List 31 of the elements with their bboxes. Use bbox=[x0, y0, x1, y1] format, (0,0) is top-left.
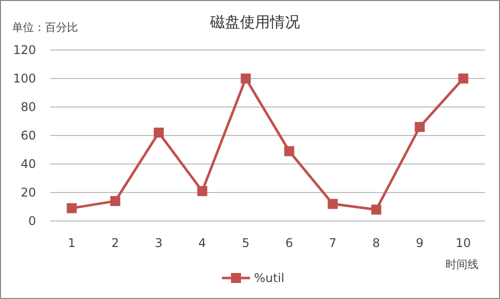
point bbox=[110, 196, 120, 206]
y-tick-label: 120 bbox=[13, 43, 36, 58]
x-tick-label: 2 bbox=[111, 236, 120, 250]
point bbox=[458, 74, 468, 84]
point bbox=[284, 146, 294, 156]
x-tick-label: 1 bbox=[68, 236, 76, 250]
y-tick-label: 20 bbox=[20, 186, 36, 200]
x-tick-label: 7 bbox=[328, 236, 337, 250]
y-tick-label: 40 bbox=[20, 157, 36, 172]
point bbox=[66, 203, 77, 214]
legend-label: %util bbox=[254, 271, 284, 286]
x-tick-label: 8 bbox=[372, 236, 380, 250]
x-axis-title: 时间线 bbox=[446, 258, 478, 271]
x-tick-label: 10 bbox=[456, 236, 471, 250]
point bbox=[154, 128, 164, 138]
y-tick-label: 0 bbox=[28, 214, 36, 228]
y-tick-label: 80 bbox=[20, 100, 36, 114]
y-tick-label: 60 bbox=[20, 128, 36, 143]
point bbox=[414, 122, 425, 132]
x-tick-label: 9 bbox=[416, 236, 424, 250]
point bbox=[240, 74, 251, 84]
point bbox=[371, 204, 382, 215]
point bbox=[328, 198, 338, 209]
x-tick-label: 4 bbox=[198, 236, 206, 250]
point bbox=[197, 186, 208, 196]
x-tick-label: 6 bbox=[285, 236, 294, 250]
x-tick-label: 3 bbox=[154, 236, 163, 250]
x-tick-label: 5 bbox=[242, 236, 250, 250]
chart-title: 磁盘使用情况 bbox=[209, 13, 300, 31]
y-axis-title: 单位：百分比 bbox=[12, 21, 78, 34]
y-tick-label: 100 bbox=[13, 72, 36, 86]
